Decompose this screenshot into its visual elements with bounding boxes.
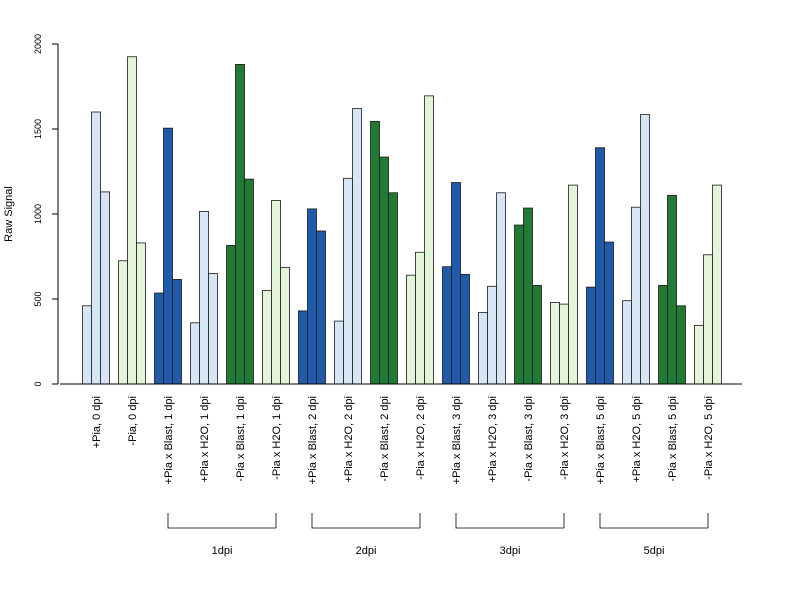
bar — [523, 207, 533, 385]
bar — [280, 267, 290, 385]
bar — [199, 211, 209, 385]
group-brackets: 1dpi 2dpi 3dpi 5dpi — [167, 513, 709, 557]
bar — [118, 260, 128, 385]
bar — [631, 206, 641, 385]
bar — [316, 230, 326, 385]
bar — [262, 290, 272, 385]
bar — [406, 274, 416, 385]
group-label: 5dpi — [644, 545, 665, 557]
bar — [559, 303, 569, 385]
bar — [622, 300, 632, 385]
bar — [604, 241, 614, 385]
bar — [298, 310, 308, 385]
group-label: 3dpi — [500, 545, 521, 557]
y-tick-label: 2000 — [33, 34, 43, 54]
bar — [514, 224, 524, 385]
bar — [100, 191, 110, 385]
y-axis-title: Raw Signal — [3, 186, 15, 242]
bar — [244, 178, 254, 385]
x-tick-label: +Pia, 0 dpi — [91, 396, 103, 448]
x-tick-label: -Pia x H2O, 1 dpi — [271, 396, 283, 480]
y-axis: 0 500 1000 1500 2000 — [33, 34, 59, 387]
bar — [379, 156, 389, 385]
bar — [415, 251, 425, 385]
bar — [640, 114, 650, 385]
group-bracket — [311, 513, 421, 529]
bar — [712, 184, 722, 385]
bar — [424, 95, 434, 385]
bar — [163, 127, 173, 385]
x-tick-label: -Pia x Blast, 5 dpi — [667, 396, 679, 482]
bar — [271, 199, 281, 385]
bar — [127, 56, 137, 385]
bar — [676, 305, 686, 385]
x-tick-label: -Pia x Blast, 3 dpi — [523, 396, 535, 482]
bar — [370, 120, 380, 385]
x-tick-label: +Pia x Blast, 1 dpi — [163, 396, 175, 484]
bar — [208, 273, 218, 385]
bar — [658, 284, 668, 385]
x-tick-label: +Pia x Blast, 5 dpi — [595, 396, 607, 484]
bar — [190, 322, 200, 385]
bar — [235, 64, 245, 385]
group-bracket — [167, 513, 277, 529]
bar — [136, 242, 146, 385]
x-tick-label: +Pia x H2O, 2 dpi — [343, 396, 355, 483]
bar — [586, 286, 596, 385]
group-bracket — [599, 513, 709, 529]
x-tick-label: +Pia x H2O, 3 dpi — [487, 396, 499, 483]
bar — [154, 292, 164, 385]
x-tick-label: +Pia x H2O, 5 dpi — [631, 396, 643, 483]
bar — [352, 108, 362, 385]
x-tick-label: +Pia x Blast, 3 dpi — [451, 396, 463, 484]
group-bracket — [455, 513, 565, 529]
bar — [487, 285, 497, 385]
x-tick-label: -Pia x Blast, 1 dpi — [235, 396, 247, 482]
bar — [226, 245, 236, 385]
bar — [532, 284, 542, 385]
y-tick-label: 1500 — [33, 119, 43, 139]
bar — [334, 320, 344, 385]
bar — [451, 182, 461, 385]
x-tick-label: -Pia x H2O, 5 dpi — [703, 396, 715, 480]
x-tick-label: +Pia x Blast, 2 dpi — [307, 396, 319, 484]
bar — [595, 147, 605, 385]
bar — [703, 254, 713, 385]
group-label: 1dpi — [212, 545, 233, 557]
bar — [496, 192, 506, 385]
bar — [568, 184, 578, 385]
bars-layer — [82, 56, 722, 385]
bar — [82, 305, 92, 385]
x-tick-label: -Pia x Blast, 2 dpi — [379, 396, 391, 482]
y-tick-label: 500 — [33, 291, 43, 306]
x-tick-label: -Pia, 0 dpi — [127, 396, 139, 446]
x-tick-label: -Pia x H2O, 2 dpi — [415, 396, 427, 480]
y-tick-label: 1000 — [33, 204, 43, 224]
bar — [550, 301, 560, 385]
x-tick-label: +Pia x H2O, 1 dpi — [199, 396, 211, 483]
bar — [172, 279, 182, 385]
y-tick-label: 0 — [33, 381, 43, 386]
group-label: 2dpi — [356, 545, 377, 557]
bar — [460, 273, 470, 385]
bar — [388, 192, 398, 385]
x-axis-labels: +Pia, 0 dpi -Pia, 0 dpi +Pia x Blast, 1 dp… — [91, 396, 715, 484]
bar — [343, 177, 353, 385]
bar — [478, 312, 488, 385]
bar — [667, 194, 677, 385]
bar — [307, 208, 317, 385]
bar — [91, 111, 101, 385]
x-tick-label: -Pia x H2O, 3 dpi — [559, 396, 571, 480]
bar — [694, 324, 704, 385]
bar — [442, 266, 452, 385]
